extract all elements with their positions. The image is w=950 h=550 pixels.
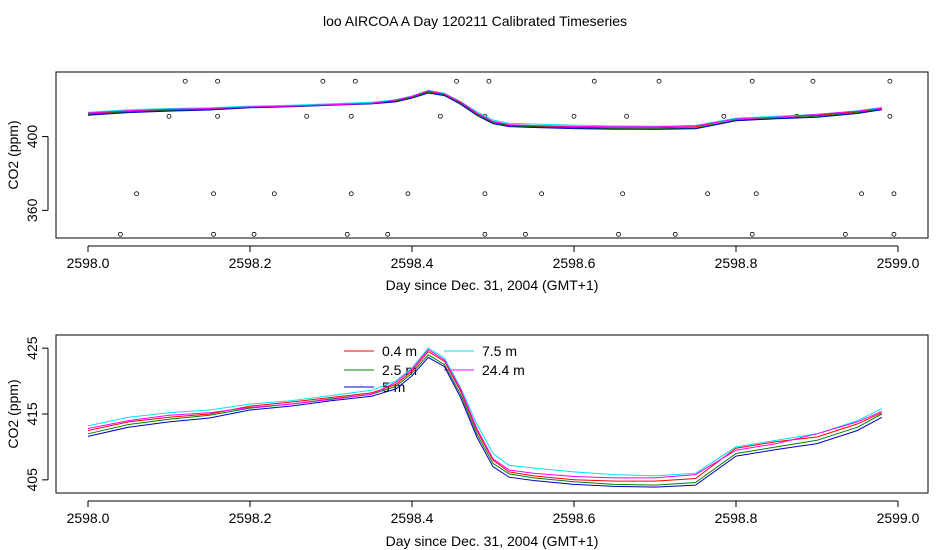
scatter-point xyxy=(749,78,755,84)
scatter-point xyxy=(211,191,216,197)
top-x-tick-label: 2598.6 xyxy=(553,255,596,271)
top-y-tick-label: 400 xyxy=(24,125,40,149)
scatter-point xyxy=(344,231,350,237)
top-x-tick-label: 2599.0 xyxy=(877,255,920,271)
scatter-point xyxy=(721,113,727,119)
scatter-point xyxy=(118,231,123,237)
top-x-tick-label: 2598.4 xyxy=(391,255,434,271)
top-y-axis-label: CO2 (ppm) xyxy=(5,120,21,189)
scatter-point xyxy=(251,231,257,237)
bottom-panel: Day since Dec. 31, 2004 (GMT+1) CO2 (ppm… xyxy=(5,334,929,549)
bottom-x-tick-label: 2598.4 xyxy=(391,510,434,526)
scatter-point xyxy=(842,231,848,237)
scatter-point xyxy=(571,113,577,119)
scatter-point xyxy=(482,191,488,197)
scatter-point xyxy=(749,231,755,237)
bottom-x-tick-label: 2598.6 xyxy=(553,510,596,526)
scatter-point xyxy=(891,191,897,197)
bottom-plot-frame xyxy=(55,334,929,494)
scatter-point xyxy=(753,191,759,197)
scatter-point xyxy=(616,231,621,237)
scatter-point xyxy=(482,231,488,237)
scatter-point xyxy=(405,191,411,197)
bottom-y-tick-label: 405 xyxy=(24,468,40,492)
scatter-point xyxy=(523,231,528,237)
bottom-x-tick-label: 2598.2 xyxy=(229,510,272,526)
top-panel: Day since Dec. 31, 2004 (GMT+1) CO2 (ppm… xyxy=(5,71,929,293)
legend: 0.4 m2.5 m5 m7.5 m24.4 m xyxy=(344,343,525,395)
scatter-point xyxy=(891,231,897,237)
legend-label-7-5-m: 7.5 m xyxy=(482,343,517,359)
scatter-point xyxy=(320,78,326,84)
scatter-point xyxy=(166,113,172,119)
legend-label-0-4-m: 0.4 m xyxy=(382,343,417,359)
scatter-point xyxy=(134,191,140,197)
scatter-point xyxy=(437,113,443,119)
bottom-x-axis-label: Day since Dec. 31, 2004 (GMT+1) xyxy=(386,533,599,549)
scatter-point xyxy=(656,78,662,84)
scatter-point xyxy=(304,113,310,119)
bottom-series-2-5-m-line xyxy=(87,354,883,486)
bottom-x-tick-label: 2598.0 xyxy=(67,510,110,526)
top-series-7-5-m-line xyxy=(87,89,882,127)
scatter-point xyxy=(672,231,678,237)
bottom-y-axis-label: CO2 (ppm) xyxy=(5,379,21,448)
scatter-point xyxy=(211,231,216,237)
top-y-tick-label: 360 xyxy=(24,198,40,222)
scatter-point xyxy=(620,191,625,197)
bottom-series-5-m-line xyxy=(87,356,883,488)
scatter-point xyxy=(887,113,893,119)
scatter-point xyxy=(486,78,492,84)
scatter-point xyxy=(215,113,221,119)
bottom-series-7-5-m-line xyxy=(87,347,883,477)
scatter-point xyxy=(348,113,354,119)
scatter-point xyxy=(859,191,864,197)
scatter-point xyxy=(591,78,597,84)
top-series-24-4-m-line xyxy=(87,90,882,128)
scatter-point xyxy=(454,78,459,84)
bottom-series-24-4-m-line xyxy=(87,348,882,479)
top-x-tick-label: 2598.0 xyxy=(67,255,110,271)
top-x-axis-label: Day since Dec. 31, 2004 (GMT+1) xyxy=(386,277,599,293)
top-x-tick-label: 2598.8 xyxy=(715,255,758,271)
bottom-x-tick-label: 2598.8 xyxy=(715,510,758,526)
top-plot-frame xyxy=(55,71,929,239)
bottom-series-0-4-m-line xyxy=(87,350,883,482)
figure-title: loo AIRCOA A Day 120211 Calibrated Times… xyxy=(323,13,627,29)
bottom-y-tick-label: 425 xyxy=(24,336,40,360)
bottom-x-tick-label: 2599.0 xyxy=(877,510,920,526)
top-x-tick-label: 2598.2 xyxy=(229,255,272,271)
top-series-5-m-line xyxy=(87,92,882,130)
legend-label-24-4-m: 24.4 m xyxy=(482,362,525,378)
scatter-point xyxy=(887,78,893,84)
scatter-point xyxy=(182,78,188,84)
scatter-point xyxy=(348,191,354,197)
bottom-y-tick-label: 415 xyxy=(24,402,40,426)
scatter-point xyxy=(624,113,630,119)
scatter-point xyxy=(352,78,358,84)
scatter-point xyxy=(215,78,221,84)
scatter-point xyxy=(271,191,277,197)
scatter-point xyxy=(810,78,816,84)
scatter-point xyxy=(385,231,391,237)
scatter-point xyxy=(705,191,711,197)
scatter-point xyxy=(539,191,544,197)
